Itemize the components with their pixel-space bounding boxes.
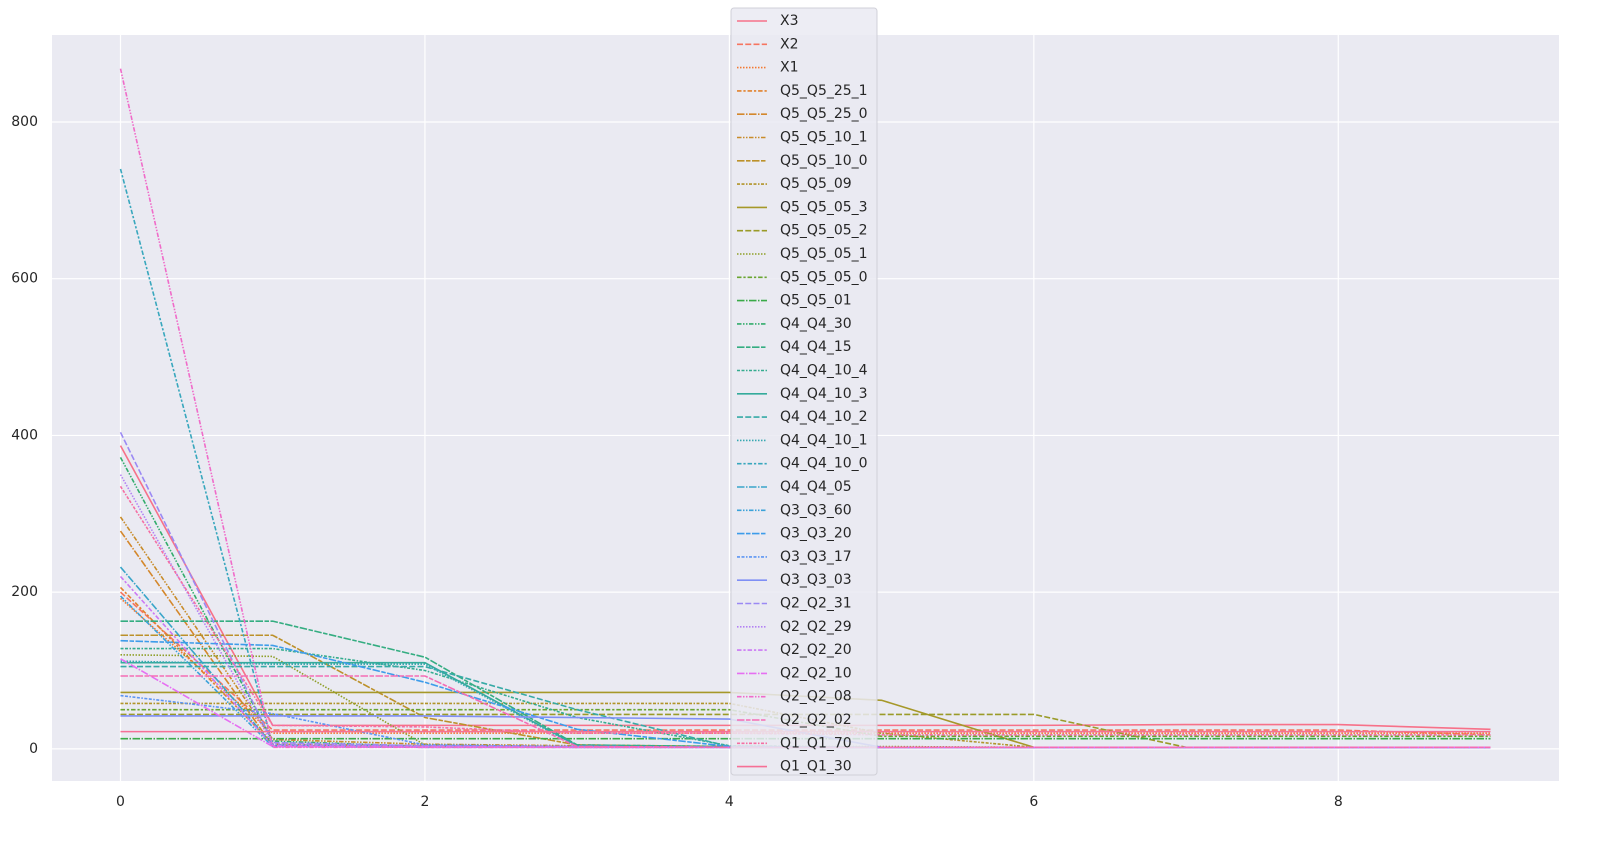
legend-label: Q2_Q2_10 (780, 665, 852, 681)
legend-label: Q2_Q2_02 (780, 712, 852, 728)
series-line (120, 639, 1491, 749)
legend-label: Q5_Q5_10_1 (780, 130, 868, 146)
y-tick-label: 200 (11, 584, 38, 600)
y-tick-label: 800 (11, 114, 38, 130)
legend-label: Q5_Q5_09 (780, 176, 852, 192)
legend-label: Q5_Q5_05_2 (780, 223, 868, 239)
legend-label: Q4_Q4_15 (780, 339, 852, 355)
legend-box (730, 7, 878, 776)
legend-label: Q4_Q4_10_4 (780, 363, 868, 379)
legend-label: Q5_Q5_05_1 (780, 246, 868, 262)
legend-label: Q4_Q4_10_3 (780, 386, 868, 402)
series-line (120, 620, 1491, 749)
legend-label: Q5_Q5_10_0 (780, 153, 868, 169)
legend-label: Q5_Q5_25_0 (780, 106, 868, 122)
legend-label: Q1_Q1_70 (780, 735, 852, 751)
legend-label: Q2_Q2_08 (780, 689, 852, 705)
legend-label: Q5_Q5_05_3 (780, 199, 868, 215)
y-tick-label: 0 (29, 741, 38, 757)
x-tick-label: 8 (1334, 794, 1343, 810)
y-tick-label: 400 (11, 427, 38, 443)
ticks: 0 200 400 600 800 0 2 4 6 8 (11, 114, 1342, 810)
legend-label: Q2_Q2_20 (780, 642, 852, 658)
legend-label: Q2_Q2_31 (780, 596, 852, 612)
legend-label: Q4_Q4_30 (780, 316, 852, 332)
legend: X3 X2 X1 Q5_Q5_25_1 Q5_Q5_25_0 Q5_Q5_10_1 Q5_Q… (730, 7, 878, 776)
legend-label: X1 (780, 60, 799, 76)
x-tick-label: 0 (116, 794, 125, 810)
y-tick-label: 600 (11, 271, 38, 287)
legend-label: Q3_Q3_17 (780, 549, 852, 565)
legend-label: Q3_Q3_20 (780, 526, 852, 542)
legend-label: Q4_Q4_10_0 (780, 456, 868, 472)
legend-label: Q5_Q5_01 (780, 293, 852, 309)
legend-label: Q5_Q5_25_1 (780, 83, 868, 99)
x-tick-label: 6 (1029, 794, 1038, 810)
legend-label: Q3_Q3_60 (780, 502, 852, 518)
legend-label: Q4_Q4_10_2 (780, 409, 868, 425)
legend-label: Q4_Q4_10_1 (780, 432, 868, 448)
legend-label: Q2_Q2_29 (780, 619, 852, 635)
legend-label: Q4_Q4_05 (780, 479, 852, 495)
legend-label: Q1_Q1_30 (780, 759, 852, 775)
legend-label: X3 (780, 13, 799, 29)
x-tick-label: 2 (420, 794, 429, 810)
legend-label: X2 (780, 36, 799, 52)
legend-label: Q5_Q5_05_0 (780, 269, 868, 285)
x-tick-label: 4 (725, 794, 734, 810)
legend-label: Q3_Q3_03 (780, 572, 852, 588)
